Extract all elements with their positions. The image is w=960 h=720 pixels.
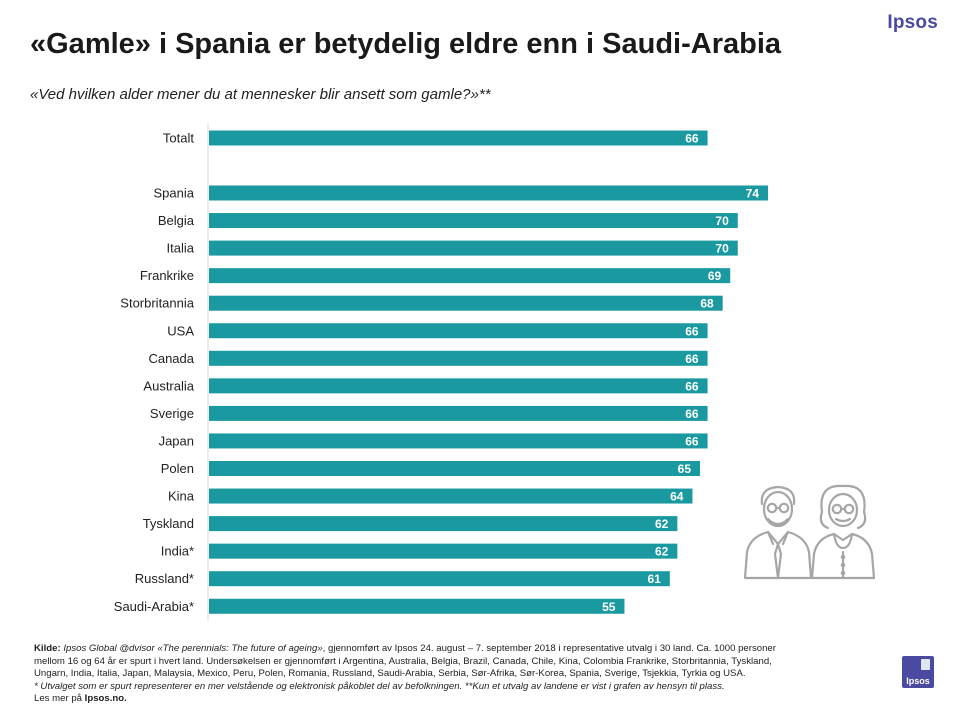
data-label: 62 <box>655 545 669 559</box>
brand-wordmark: Ipsos <box>887 12 938 33</box>
data-label: 62 <box>655 517 669 531</box>
read-more-link[interactable]: Ipsos.no. <box>84 693 127 704</box>
data-label: 68 <box>700 297 714 311</box>
source-title: Ipsos Global @dvisor «The perennials: Th… <box>63 643 323 654</box>
footer-read-more: Les mer på Ipsos.no. <box>34 693 884 706</box>
data-label: 70 <box>715 242 729 256</box>
ipsos-logo: Ipsos <box>902 656 934 688</box>
category-label: Saudi-Arabia* <box>114 599 194 614</box>
data-label: 55 <box>602 600 616 614</box>
read-more-prefix: Les mer på <box>34 693 85 704</box>
bar <box>209 433 708 449</box>
logo-text: Ipsos <box>906 676 930 686</box>
bar <box>209 240 738 256</box>
source-details: , gjennomført av Ipsos 24. august – 7. s… <box>322 643 776 654</box>
category-label: USA <box>167 323 194 338</box>
category-label: Spania <box>154 186 195 201</box>
category-label: Tyskland <box>143 516 194 531</box>
logo-accent <box>921 659 930 670</box>
bar <box>209 213 738 229</box>
category-label: India* <box>161 544 194 559</box>
category-label: Australia <box>143 378 194 393</box>
category-label: Canada <box>148 351 194 366</box>
category-label: Storbritannia <box>120 296 194 311</box>
bar <box>209 543 678 559</box>
data-label: 61 <box>647 572 661 586</box>
bar <box>209 516 678 532</box>
source-footer: Kilde: Ipsos Global @dvisor «The perenni… <box>34 643 884 706</box>
data-label: 66 <box>685 379 699 393</box>
category-label: Belgia <box>158 213 195 228</box>
bar <box>209 268 731 284</box>
category-label: Polen <box>161 461 194 476</box>
category-label: Frankrike <box>140 268 194 283</box>
category-label: Sverige <box>150 406 194 421</box>
data-label: 66 <box>685 407 699 421</box>
bar <box>209 350 708 366</box>
data-label: 65 <box>678 462 692 476</box>
bar <box>209 405 708 421</box>
chart-title: «Gamle» i Spania er betydelig eldre enn … <box>30 28 782 60</box>
bar <box>209 185 768 201</box>
bar <box>209 488 693 504</box>
bar-series: Totalt 66 Spania 74 Belgia 70 Italia 70 Frankrik… <box>114 130 768 614</box>
data-label: 69 <box>708 269 722 283</box>
footer-line-2: mellom 16 og 64 år er spurt i hvert land… <box>34 655 772 667</box>
bar <box>209 295 723 311</box>
bar <box>209 598 625 614</box>
category-label: Totalt <box>163 131 194 146</box>
bar <box>209 323 708 339</box>
data-label: 74 <box>746 187 760 201</box>
category-label: Russland* <box>135 571 194 586</box>
data-label: 66 <box>685 434 699 448</box>
category-label: Japan <box>159 433 194 448</box>
category-label: Kina <box>168 489 195 504</box>
bar-chart: Totalt 66 Spania 74 Belgia 70 Italia 70 Frankrik… <box>114 123 768 621</box>
source-label: Kilde: <box>34 643 61 654</box>
footer-line-1: Kilde: Ipsos Global @dvisor «The perenni… <box>34 643 884 656</box>
footer-line-3: Ungarn, India, Italia, Japan, Malaysia, … <box>34 668 746 679</box>
data-label: 66 <box>685 352 699 366</box>
data-label: 64 <box>670 490 684 504</box>
bar <box>209 378 708 394</box>
data-label: 70 <box>715 214 729 228</box>
chart-subtitle: «Ved hvilken alder mener du at mennesker… <box>30 86 491 103</box>
bar <box>209 130 708 146</box>
data-label: 66 <box>685 132 699 146</box>
bar <box>209 571 670 587</box>
footer-note: * Utvalget som er spurt representerer en… <box>34 680 725 692</box>
category-label: Italia <box>167 241 195 256</box>
bar <box>209 461 701 476</box>
elderly-couple-icon <box>743 484 876 580</box>
data-label: 66 <box>685 324 699 338</box>
